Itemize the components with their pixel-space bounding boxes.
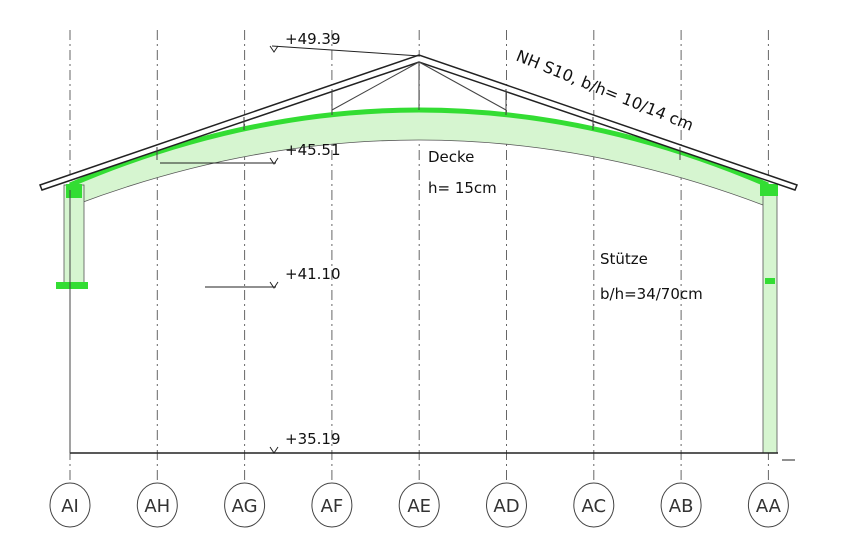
axis-label: AD — [493, 496, 519, 517]
axis-label: AG — [232, 496, 258, 517]
level-label: +49.39 — [285, 30, 341, 48]
grid-axes: AI AH AG AF AE AD AC AB AA — [49, 30, 789, 528]
level-markers — [160, 45, 421, 454]
axis-bubble — [311, 482, 353, 528]
slab-note: Decke — [428, 148, 474, 166]
column-note: Stütze — [600, 250, 648, 268]
left-column — [63, 184, 85, 286]
axis-bubble — [747, 482, 789, 528]
axis-bubble — [573, 482, 615, 528]
level-label: +41.10 — [285, 265, 341, 283]
axis-bubble — [486, 482, 527, 528]
right-column-cap — [760, 184, 778, 196]
left-column-cap — [66, 184, 82, 198]
right-column — [762, 189, 778, 454]
axis-bubble — [224, 482, 266, 528]
left-column-foot — [56, 282, 88, 289]
roof — [39, 54, 798, 191]
axis-bubble — [660, 482, 702, 528]
axis-label: AH — [144, 496, 170, 517]
axis-label: AE — [407, 496, 431, 517]
axis-bubble — [398, 482, 440, 528]
axis-label: AB — [669, 496, 694, 517]
axis-label: AI — [61, 496, 79, 517]
column-size: b/h=34/70cm — [600, 285, 703, 303]
level-label: +45.51 — [285, 141, 341, 159]
axis-label: AC — [582, 496, 607, 517]
level-label: +35.19 — [285, 430, 341, 448]
axis-bubble — [136, 482, 178, 528]
roof-posts — [156, 61, 681, 160]
slab-height: h= 15cm — [428, 179, 497, 197]
axis-bubble — [49, 482, 91, 528]
axis-label: AF — [321, 496, 344, 517]
axis-label: AA — [756, 496, 782, 517]
right-column-band — [765, 278, 775, 284]
